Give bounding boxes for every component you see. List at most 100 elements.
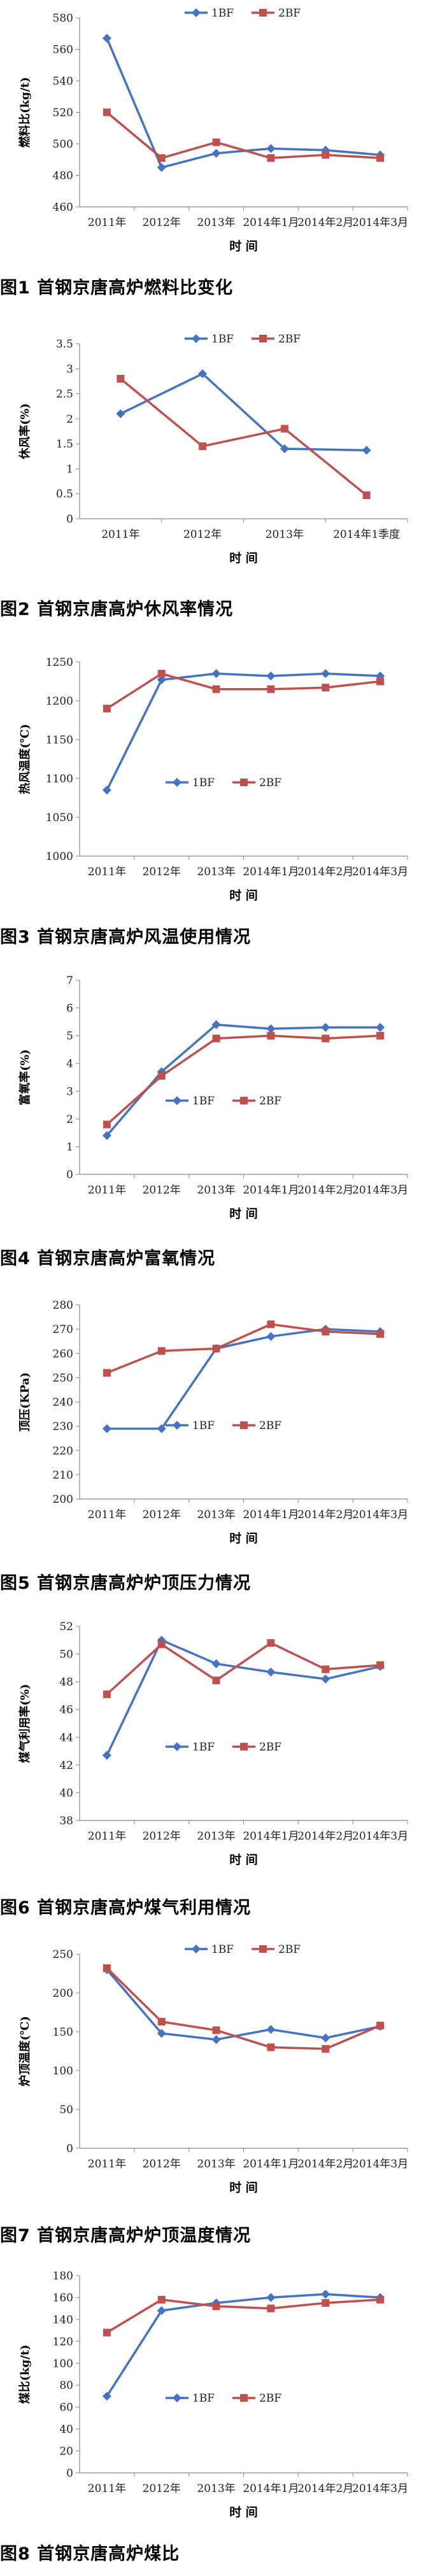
y-tick-label: 200 (53, 1493, 73, 1506)
legend-marker-2BF (259, 335, 267, 342)
legend-label-1BF: 1BF (211, 7, 234, 20)
y-tick-label: 540 (53, 75, 73, 88)
y-tick-label: 0 (66, 2467, 73, 2480)
chart-5-svg: 200 210 220 230 240 250 260 270 280 2011年 2012年 201… (18, 1299, 408, 1545)
x-tick-label: 2014年3月 (352, 1184, 408, 1197)
figure-4-oxygen-enrichment: 0 1 2 3 4 5 6 7 2011年 2012年 2013年 2014年1月 2014年2月 201… (0, 955, 426, 1228)
data-point-1BF (266, 671, 276, 680)
x-tick-label: 2014年3月 (352, 216, 408, 229)
x-tick-label: 2011年 (88, 216, 126, 229)
y-tick-label: 1.5 (56, 438, 73, 451)
x-tick-label: 2014年2月 (297, 1509, 353, 1521)
legend-label-2BF: 2BF (278, 333, 301, 346)
x-tick-label: 2014年3月 (352, 866, 408, 878)
data-point-2BF (212, 2302, 220, 2311)
y-tick-label: 200 (53, 1987, 73, 2000)
legend-label-2BF: 2BF (259, 1419, 281, 1432)
y-tick-label: 220 (53, 1445, 73, 1458)
y-axis-title: 顶压(KPa) (18, 1372, 32, 1432)
data-point-2BF (376, 1330, 385, 1338)
data-point-1BF (102, 1131, 111, 1140)
series-line-2BF (120, 377, 367, 496)
y-tick-label: 0 (66, 2143, 73, 2155)
data-point-1BF (266, 1024, 276, 1034)
y-axis-title: 富氧率(%) (18, 1049, 32, 1105)
data-point-2BF (280, 425, 288, 433)
y-tick-label: 1000 (46, 850, 73, 863)
x-tick-label: 2012年 (183, 528, 222, 541)
data-point-2BF (103, 108, 111, 116)
data-point-2BF (212, 2026, 220, 2034)
series-line-1BF (106, 672, 381, 791)
x-tick-label: 2014年3月 (352, 1509, 408, 1521)
x-tick-label: 2014年3月 (352, 1830, 408, 1843)
y-tick-label: 1250 (46, 656, 73, 669)
x-tick-label: 2011年 (88, 1830, 126, 1843)
y-tick-label: 3.5 (56, 338, 73, 351)
x-tick-label: 2012年 (143, 866, 181, 878)
y-tick-label: 500 (53, 138, 73, 151)
y-tick-label: 520 (53, 107, 73, 120)
series-line-2BF (106, 2298, 381, 2334)
y-tick-label: 260 (53, 1348, 73, 1360)
data-point-2BF (322, 2299, 330, 2307)
data-point-2BF (212, 138, 220, 146)
x-axis-title: 时 间 (229, 239, 258, 253)
y-tick-label: 4 (66, 1058, 73, 1071)
x-tick-label: 2012年 (143, 1509, 181, 1521)
data-point-1BF (157, 1067, 166, 1076)
data-point-1BF (321, 2290, 330, 2299)
data-point-1BF (266, 1667, 276, 1677)
y-tick-label: 44 (59, 1731, 73, 1744)
series-line-1BF (106, 1023, 381, 1137)
data-point-2BF (117, 375, 125, 383)
data-point-1BF (266, 1332, 276, 1341)
data-point-2BF (267, 1032, 275, 1040)
figure-7-caption: 图7 首钢京唐高炉炉顶温度情况 (0, 2226, 252, 2246)
y-axis-title: 煤气利用率(%) (18, 1684, 32, 1763)
data-point-2BF (376, 1661, 385, 1669)
x-tick-label: 2013年 (197, 1509, 235, 1521)
y-tick-label: 240 (53, 1397, 73, 1409)
y-tick-label: 2 (66, 1113, 73, 1126)
legend-label-2BF: 2BF (259, 1095, 281, 1108)
x-tick-label: 2011年 (88, 1509, 126, 1521)
y-axis-title: 热风温度(℃) (18, 724, 32, 794)
data-point-2BF (157, 2295, 166, 2304)
y-tick-label: 1100 (46, 773, 73, 785)
data-point-2BF (267, 1320, 275, 1328)
data-point-2BF (322, 1665, 330, 1673)
x-axis-title: 时 间 (229, 551, 258, 565)
y-tick-label: 140 (53, 2314, 73, 2326)
x-tick-label: 2014年1月 (243, 2482, 299, 2495)
figure-5-caption: 图5 首钢京唐高炉炉顶压力情况 (0, 1573, 252, 1593)
data-point-1BF (198, 369, 208, 379)
legend-marker-1BF (173, 2393, 181, 2403)
data-point-2BF (376, 2295, 385, 2304)
x-tick-label: 2014年1月 (243, 1184, 299, 1197)
y-tick-label: 270 (53, 1323, 73, 1336)
data-point-1BF (157, 2029, 166, 2038)
data-point-2BF (103, 1369, 111, 1377)
x-tick-label: 2014年2月 (297, 1830, 353, 1843)
legend-label-2BF: 2BF (278, 1943, 301, 1956)
x-axis-title: 时 间 (229, 1853, 258, 1867)
data-point-1BF (280, 444, 289, 453)
data-point-2BF (199, 442, 207, 451)
data-point-2BF (322, 2045, 330, 2053)
x-tick-label: 2011年 (88, 2158, 126, 2171)
legend-label-1BF: 1BF (211, 333, 234, 346)
data-point-2BF (103, 1964, 111, 1972)
data-point-2BF (267, 154, 275, 162)
y-axis-title: 炉顶温度(℃) (18, 2016, 32, 2087)
y-tick-label: 0.5 (56, 488, 73, 501)
data-point-1BF (157, 1424, 166, 1433)
y-tick-label: 1150 (46, 734, 73, 747)
y-tick-label: 460 (53, 201, 73, 214)
y-tick-label: 60 (59, 2402, 73, 2414)
legend-marker-2BF (240, 2394, 248, 2402)
data-point-1BF (157, 2306, 166, 2316)
y-tick-label: 38 (59, 1815, 73, 1827)
x-tick-label: 2012年 (143, 2482, 181, 2495)
series-line-1BF (106, 2293, 381, 2397)
